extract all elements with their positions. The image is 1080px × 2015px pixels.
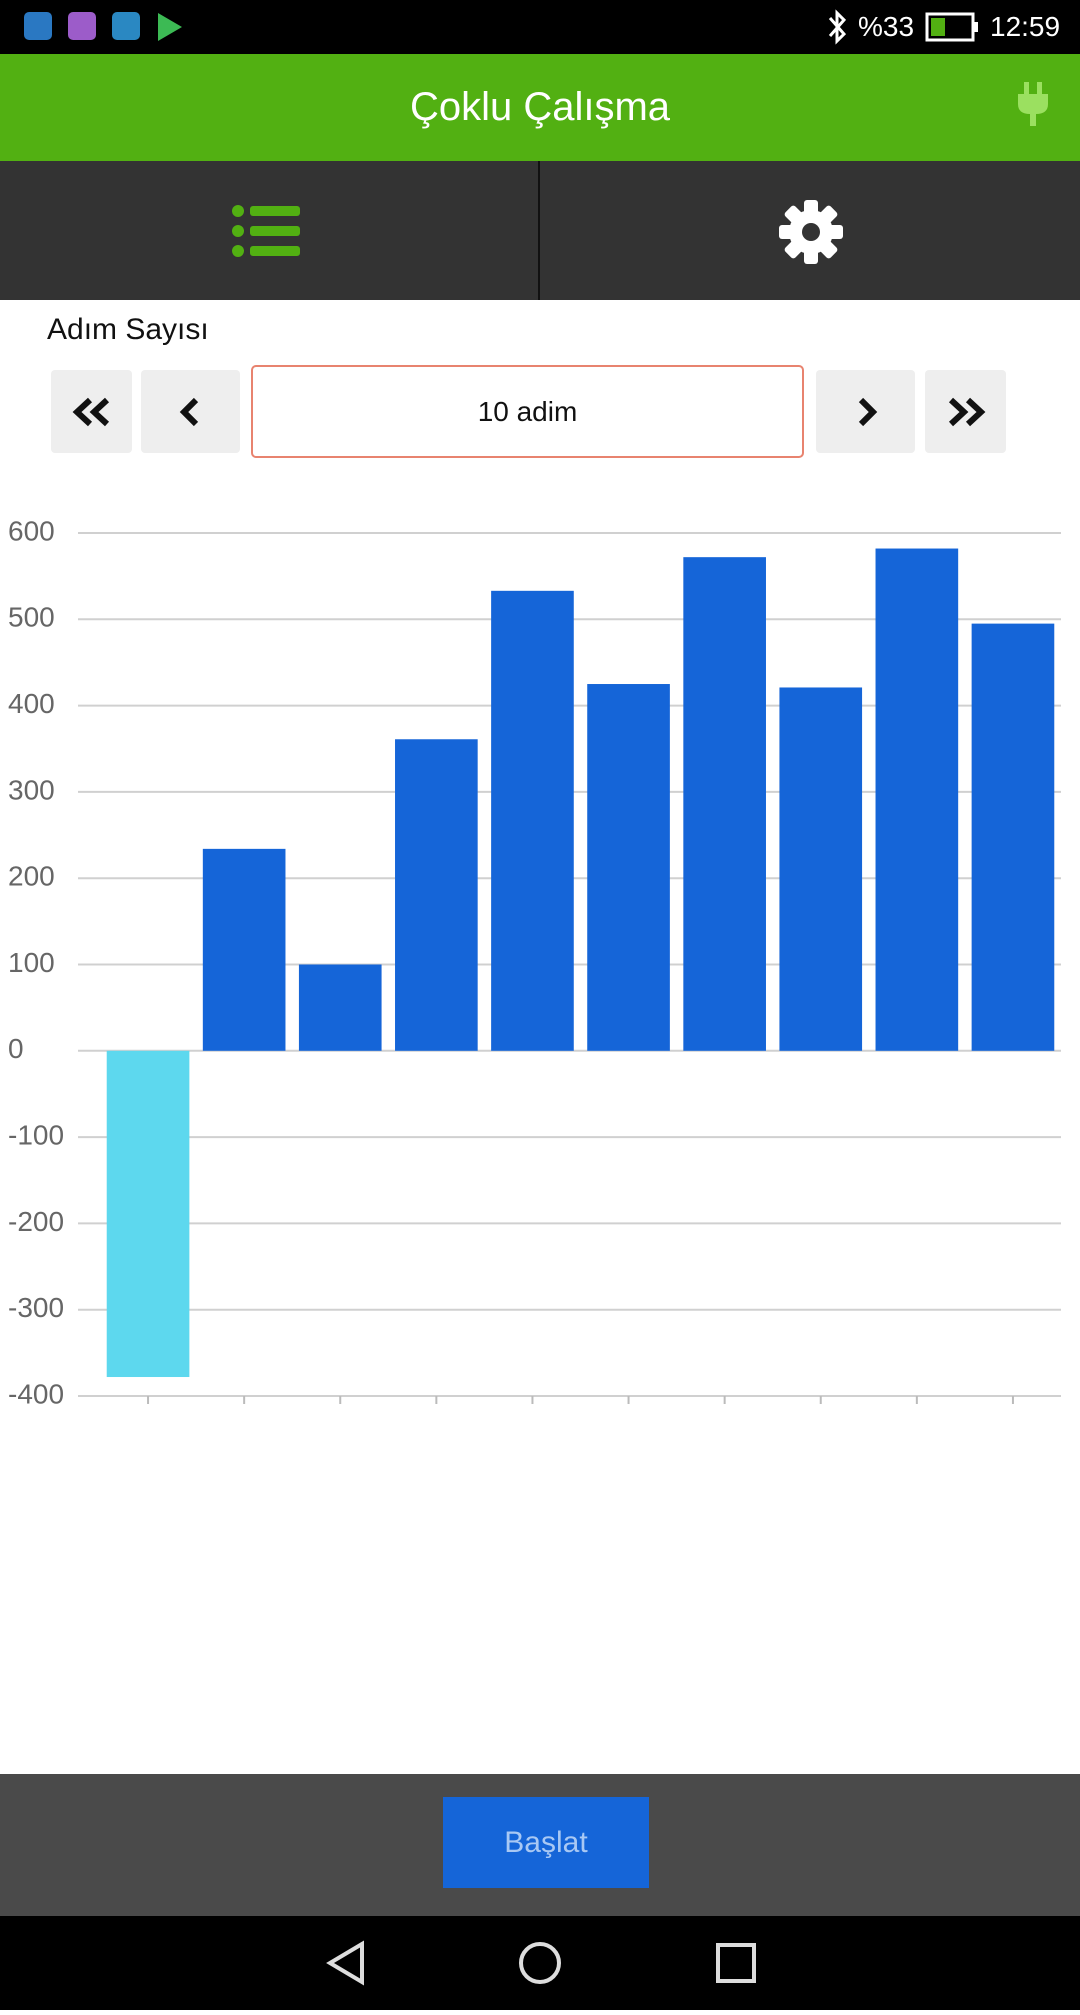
y-tick-label: 600 bbox=[8, 515, 55, 546]
y-tick-label: 100 bbox=[8, 947, 55, 978]
clock: 12:59 bbox=[990, 11, 1061, 42]
nav-bar bbox=[0, 1916, 1080, 2010]
tab-bar bbox=[0, 161, 1080, 300]
first-button[interactable] bbox=[51, 370, 132, 453]
bar bbox=[106, 1050, 190, 1378]
bar bbox=[491, 590, 574, 1051]
next-button[interactable] bbox=[816, 370, 915, 453]
step-input[interactable]: 10 adim bbox=[251, 365, 804, 458]
gear-icon bbox=[779, 200, 843, 264]
y-tick-label: -400 bbox=[8, 1378, 64, 1409]
bar bbox=[875, 548, 959, 1051]
y-tick-label: 400 bbox=[8, 688, 55, 719]
bar bbox=[395, 739, 478, 1051]
bar bbox=[971, 623, 1055, 1051]
double-left-icon bbox=[72, 397, 109, 426]
bar bbox=[683, 557, 766, 1051]
y-tick-label: 0 bbox=[8, 1033, 24, 1064]
start-button-text: Başlat bbox=[504, 1825, 588, 1859]
last-button[interactable] bbox=[925, 370, 1006, 453]
status-bar: %33 12:59 bbox=[0, 0, 1080, 54]
step-label: Adım Sayısı bbox=[47, 313, 209, 346]
app-header: Çoklu Çalışma bbox=[0, 54, 1080, 161]
bar bbox=[779, 687, 863, 1051]
list-tab[interactable] bbox=[0, 161, 538, 300]
bluetooth-icon bbox=[828, 9, 847, 45]
notification-icons bbox=[24, 12, 182, 41]
step-input-text: 10 adim bbox=[477, 395, 578, 427]
y-tick-label: -100 bbox=[8, 1119, 64, 1150]
bottom-bar: Başlat bbox=[0, 1774, 1080, 1916]
y-tick-label: 300 bbox=[8, 774, 55, 805]
nav-icons bbox=[326, 1940, 756, 1986]
right-icon bbox=[858, 397, 877, 426]
plug-icon[interactable] bbox=[1016, 82, 1050, 126]
y-tick-label: -200 bbox=[8, 1206, 64, 1237]
previous-button[interactable] bbox=[141, 370, 240, 453]
tab-divider bbox=[538, 161, 540, 300]
y-tick-label: -300 bbox=[8, 1292, 64, 1323]
chart: -400 -300 -200 -100 0 100 200 300 400 500 600 bbox=[8, 515, 1061, 1409]
list-icon bbox=[232, 205, 300, 257]
start-button[interactable]: Başlat bbox=[443, 1797, 649, 1888]
y-tick-label: 200 bbox=[8, 861, 55, 892]
y-tick-label: 500 bbox=[8, 602, 55, 633]
bar bbox=[298, 964, 382, 1051]
left-icon bbox=[179, 397, 198, 426]
bar bbox=[587, 684, 670, 1051]
header-title: Çoklu Çalışma bbox=[409, 85, 671, 129]
double-right-icon bbox=[948, 397, 985, 426]
bar bbox=[202, 848, 286, 1051]
settings-tab[interactable] bbox=[540, 161, 1080, 300]
battery-icon bbox=[925, 12, 978, 42]
battery-percent: %33 bbox=[858, 11, 915, 42]
